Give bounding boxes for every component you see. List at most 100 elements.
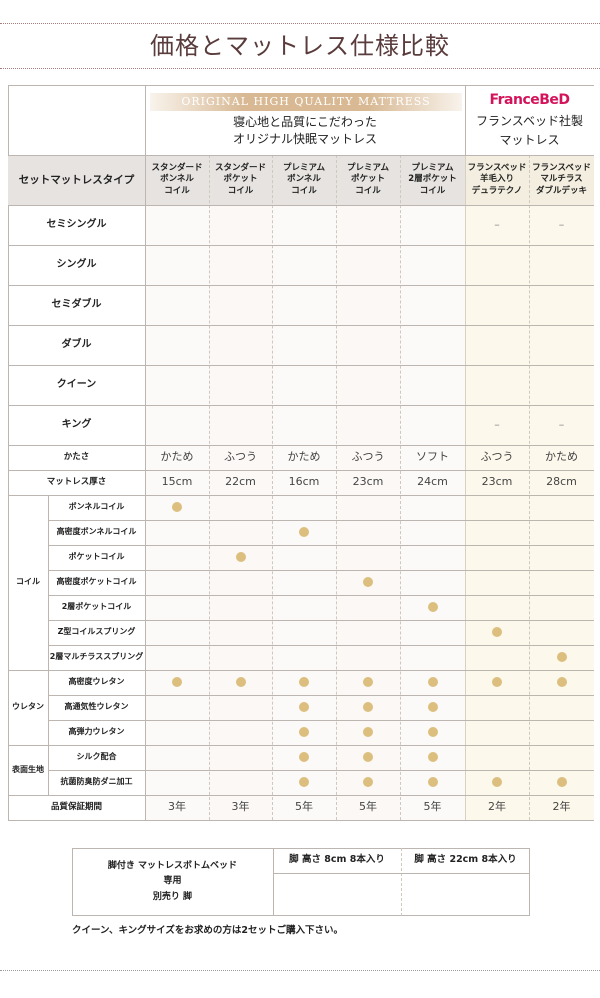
check-dot	[363, 577, 373, 587]
spec-value: 24cm	[417, 475, 448, 489]
spec-value: 16cm	[288, 475, 320, 489]
row-divider	[48, 520, 594, 521]
legs-label-line: 脚付き マットレスボトムベッド	[107, 861, 238, 872]
legs-divider	[273, 848, 274, 916]
feature-label: 2層マルチラススプリング	[49, 652, 144, 662]
legs-divider	[273, 873, 530, 874]
column-header-line: ボンネル	[160, 174, 194, 185]
check-dot	[363, 677, 373, 687]
francebed-sub-line: マットレス	[499, 133, 560, 147]
check-dot	[556, 777, 567, 787]
column-header-line: 羊毛入り	[479, 174, 514, 185]
feature-group-label: コイル	[16, 577, 40, 587]
row-divider	[8, 820, 594, 821]
row-divider	[8, 470, 594, 471]
check-dot	[556, 652, 567, 662]
legs-border	[72, 848, 530, 916]
check-dot	[172, 502, 182, 512]
page-title: 価格とマットレス仕様比較	[150, 32, 450, 60]
legs-label: 脚付き マットレスボトムベッド 専用別売り 脚	[72, 848, 273, 916]
footer-rule	[0, 970, 600, 971]
row-divider	[8, 670, 594, 671]
check-dot	[556, 677, 567, 687]
row-divider	[48, 695, 594, 696]
spec-value: 3年	[168, 800, 186, 814]
feature-label: 高密度ウレタン	[68, 677, 125, 687]
column-header-line: コイル	[164, 185, 190, 196]
column-header: スタンダード ボンネル コイル	[145, 155, 209, 205]
spec-value: かため	[160, 450, 194, 464]
title-rule-bottom	[0, 68, 600, 69]
column-header: プレミアム ポケット コイル	[336, 155, 400, 205]
check-dot	[363, 752, 373, 762]
row-divider	[48, 545, 594, 546]
column-bg	[465, 155, 529, 820]
check-dot	[299, 752, 309, 762]
original-sub-line: オリジナル快眠マットレス	[232, 132, 377, 146]
check-dot	[492, 627, 502, 637]
column-header-line: コイル	[291, 185, 317, 196]
francebed-sub-line: フランスベッド社製	[476, 114, 583, 128]
size-label: キング	[61, 419, 92, 431]
spec-value: 5年	[423, 800, 442, 814]
feature-label: 高通気性ウレタン	[64, 702, 129, 712]
header-divider	[465, 85, 466, 155]
size-cell: –	[558, 217, 565, 231]
column-header-line: マルチラス	[540, 174, 583, 185]
spec-value: 5年	[359, 800, 377, 814]
check-dot	[235, 677, 246, 687]
legs-label-line: 別売り 脚	[152, 891, 193, 902]
spec-value: かため	[287, 450, 321, 464]
check-dot	[363, 702, 373, 712]
legs-label-line: 専用	[163, 876, 182, 887]
legs-option: 脚 高さ 22cm 8本入り	[414, 854, 517, 866]
group-divider	[48, 495, 49, 670]
row-divider	[8, 285, 594, 286]
label-divider	[145, 155, 146, 820]
spec-value: 23cm	[481, 475, 513, 489]
column-bg	[209, 155, 272, 820]
check-dot	[427, 777, 438, 787]
check-dot	[299, 777, 309, 787]
column-header: スタンダード ポケット コイル	[209, 155, 272, 205]
original-sub-line: 寝心地と品質にこだわった	[233, 115, 377, 129]
spec-value: 23cm	[352, 475, 384, 489]
check-dot	[427, 677, 438, 687]
row-divider	[8, 325, 594, 326]
column-divider	[336, 155, 337, 820]
check-dot	[492, 777, 502, 787]
spec-value: ふつう	[224, 450, 257, 464]
column-header-line: ポケット	[350, 174, 385, 185]
check-dot	[299, 702, 309, 712]
column-header-line: ボンネル	[287, 174, 321, 185]
legs-option: 脚 高さ 8cm 8本入り	[289, 854, 385, 866]
original-mattress-banner: ORIGINAL HIGH QUALITY MATTRESS	[150, 93, 462, 111]
check-dot	[427, 752, 438, 762]
spec-label: マットレス厚さ	[46, 476, 107, 487]
column-divider	[272, 155, 273, 820]
column-header-line: ダブルデッキ	[535, 185, 587, 196]
spec-value: 22cm	[225, 475, 256, 489]
column-divider	[529, 155, 530, 820]
row-divider	[8, 245, 594, 246]
spec-value: かため	[545, 450, 578, 464]
size-label: セミシングル	[46, 219, 107, 231]
row-divider	[8, 405, 594, 406]
column-header-line: 2層ポケット	[408, 174, 457, 185]
column-header: プレミアム 2層ポケット コイル	[400, 155, 465, 205]
size-label: シングル	[56, 259, 97, 271]
spec-value: ふつう	[351, 450, 385, 464]
check-dot	[172, 677, 182, 687]
column-header-line: コイル	[355, 185, 381, 196]
row-divider	[48, 770, 594, 771]
row-divider	[48, 620, 594, 621]
feature-label: 2層ポケットコイル	[61, 602, 132, 612]
size-label: ダブル	[61, 339, 92, 351]
francebed-header-bg	[465, 86, 594, 155]
row-divider	[8, 445, 594, 446]
feature-group-label: ウレタン	[12, 702, 44, 712]
check-dot	[363, 777, 373, 787]
feature-label: 高弾力ウレタン	[68, 727, 125, 737]
feature-group-label: 表面生地	[12, 764, 44, 774]
feature-label: Z型コイルスプリング	[57, 627, 136, 637]
